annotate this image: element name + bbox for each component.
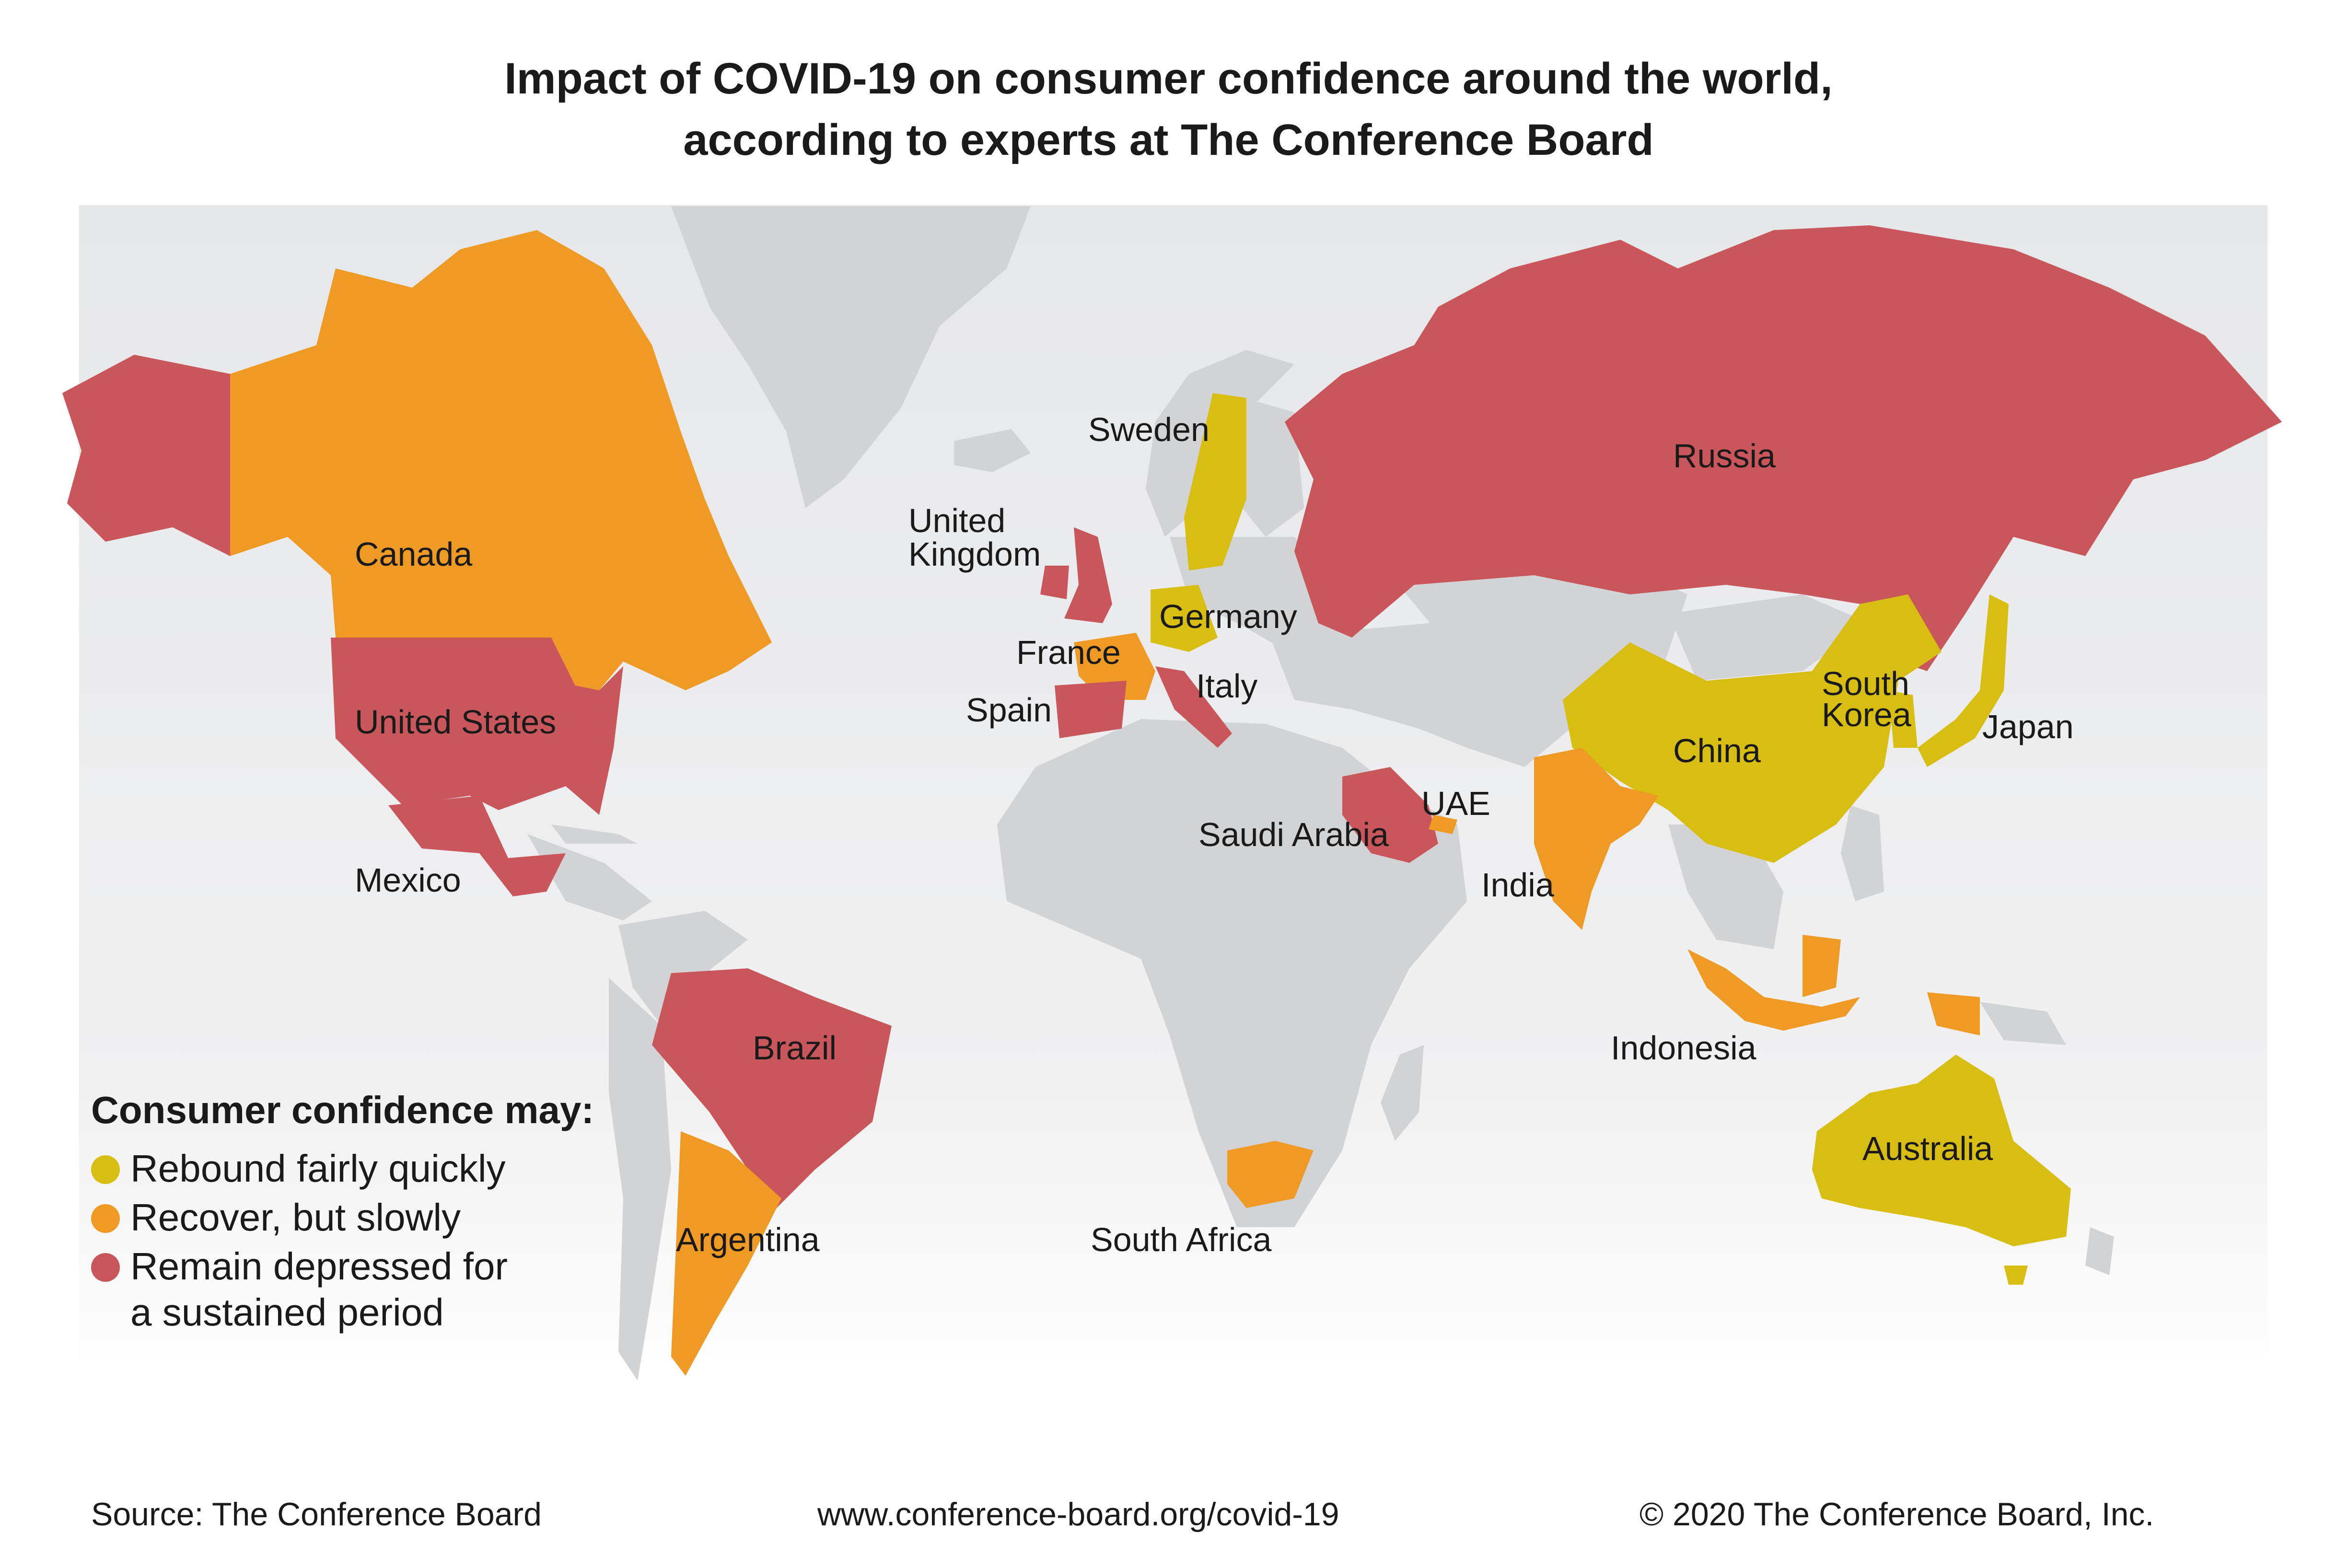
country-labels: Canada United States Mexico Brazil Argen… — [355, 411, 2074, 1258]
greenland — [671, 206, 1031, 508]
country-germany — [1151, 585, 1218, 652]
label-china: China — [1673, 732, 1761, 769]
label-south-korea-2: Korea — [1822, 696, 1911, 733]
country-brazil — [652, 968, 892, 1208]
label-south-africa: South Africa — [1091, 1221, 1272, 1258]
country-italy — [1155, 666, 1232, 748]
country-russia — [1285, 225, 2282, 671]
legend-swatch-depressed — [91, 1253, 120, 1282]
caribbean — [551, 825, 638, 844]
footer-url[interactable]: www.conference-board.org/covid-19 — [817, 1496, 1339, 1533]
label-japan: Japan — [1982, 708, 2074, 745]
label-uae: UAE — [1421, 785, 1490, 822]
country-ireland — [1040, 566, 1069, 599]
label-spain: Spain — [966, 691, 1052, 729]
legend-swatch-recover — [91, 1204, 120, 1233]
label-south-korea-1: South — [1822, 665, 1909, 702]
legend-title: Consumer confidence may: — [91, 1089, 594, 1131]
country-saudi-arabia — [1342, 767, 1438, 863]
country-mexico — [388, 796, 566, 896]
legend-item-depressed: Remain depressed for a sustained period — [91, 1243, 594, 1336]
country-argentina — [671, 1131, 781, 1376]
title-line-2: according to experts at The Conference B… — [683, 116, 1654, 164]
iceland — [954, 429, 1031, 472]
country-south-africa — [1227, 1141, 1314, 1208]
label-united-kingdom-2: Kingdom — [908, 535, 1041, 573]
legend-label-depressed-1: Remain depressed for — [130, 1245, 508, 1288]
philippines — [1841, 805, 1884, 901]
label-brazil: Brazil — [753, 1029, 837, 1067]
rated-countries — [62, 225, 2282, 1376]
south-america-west — [609, 978, 671, 1381]
country-japan — [1918, 594, 2009, 767]
label-saudi-arabia: Saudi Arabia — [1198, 816, 1389, 853]
country-alaska — [62, 355, 230, 556]
country-india — [1534, 748, 1659, 930]
south-america-north — [618, 911, 748, 1026]
country-indonesia-borneo — [1802, 935, 1841, 997]
country-south-korea — [1889, 690, 1918, 748]
legend-label-rebound: Rebound fairly quickly — [130, 1147, 506, 1190]
footer-copyright: © 2020 The Conference Board, Inc. — [1639, 1496, 2154, 1533]
country-canada — [230, 230, 772, 690]
country-indonesia-papua — [1927, 992, 1980, 1035]
label-france: France — [1016, 634, 1121, 671]
legend: Consumer confidence may: Rebound fairly … — [91, 1088, 594, 1338]
papua-new-guinea — [1980, 1002, 2066, 1045]
label-mexico: Mexico — [355, 861, 461, 899]
legend-item-rebound: Rebound fairly quickly — [91, 1146, 594, 1192]
legend-label-recover: Recover, but slowly — [130, 1196, 461, 1239]
country-spain — [1055, 681, 1127, 738]
label-germany: Germany — [1159, 598, 1297, 635]
new-zealand — [2085, 1227, 2114, 1275]
label-united-kingdom-1: United — [908, 502, 1005, 539]
label-india: India — [1481, 866, 1554, 904]
label-australia: Australia — [1862, 1130, 1993, 1167]
country-united-states — [331, 638, 623, 815]
legend-swatch-rebound — [91, 1155, 120, 1184]
map-title: Impact of COVID-19 on consumer confidenc… — [0, 48, 2337, 171]
label-russia: Russia — [1673, 437, 1776, 475]
country-australia — [1812, 1055, 2071, 1246]
country-united-kingdom — [1064, 527, 1112, 623]
label-canada: Canada — [355, 535, 472, 573]
legend-label-depressed-2: a sustained period — [130, 1291, 444, 1334]
label-united-states: United States — [355, 703, 556, 741]
africa — [997, 719, 1467, 1227]
country-uae — [1429, 815, 1457, 834]
country-sweden — [1184, 393, 1246, 570]
footer-source: Source: The Conference Board — [91, 1496, 542, 1533]
madagascar — [1381, 1045, 1424, 1141]
label-sweden: Sweden — [1088, 411, 1209, 448]
country-tasmania — [2004, 1266, 2028, 1285]
title-line-1: Impact of COVID-19 on consumer confidenc… — [504, 54, 1833, 103]
mongolia — [1668, 594, 1870, 681]
label-italy: Italy — [1196, 667, 1257, 705]
country-indonesia — [1687, 949, 1860, 1031]
label-indonesia: Indonesia — [1611, 1029, 1756, 1067]
label-argentina: Argentina — [676, 1221, 820, 1258]
legend-item-recover: Recover, but slowly — [91, 1195, 594, 1241]
